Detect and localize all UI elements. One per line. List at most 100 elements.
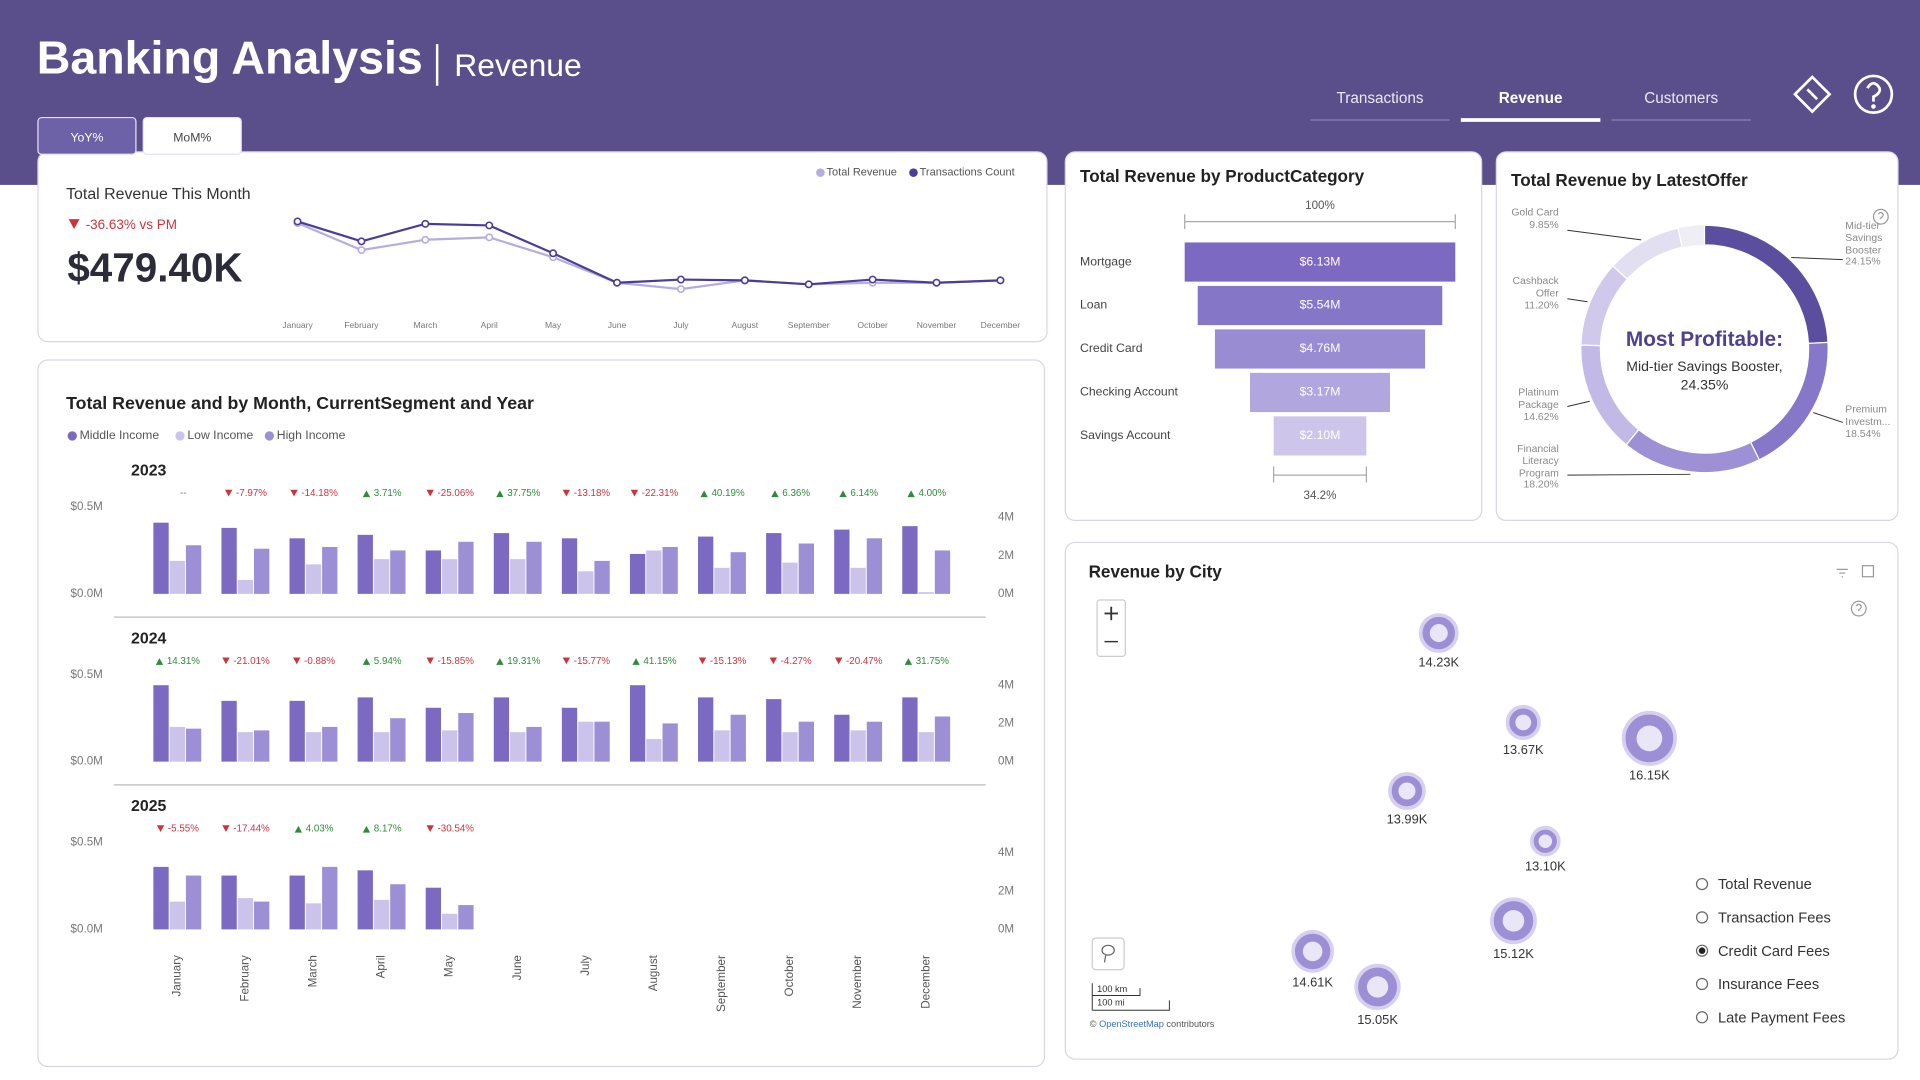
panel-label: 2025 [131,798,167,815]
legend-label: Total Revenue [827,167,897,179]
bar [834,714,850,762]
radio-button[interactable] [1695,877,1709,891]
line-point [868,275,877,284]
bar [714,567,730,594]
bar [866,538,883,594]
bar [594,721,610,762]
x-tick-label: April [481,320,498,330]
bar [510,559,526,594]
donut-category: Premium Investm... [1845,404,1891,428]
radio-button[interactable] [1695,977,1709,991]
x-tick-label: October [857,320,888,330]
change-label: -17.44% [233,824,270,835]
bar [798,721,814,762]
map-toolbar[interactable] [1836,565,1875,617]
help-icon[interactable] [1853,74,1894,114]
radio-button[interactable] [1695,911,1709,924]
help-icon[interactable] [1872,208,1889,225]
change-label: 41.15% [643,656,676,667]
bubble-hole [1302,941,1323,962]
bar [629,685,646,762]
funnel-bar [1184,242,1456,282]
x-tick-label: January [170,955,183,997]
line-point [804,280,813,289]
funnel-category: Mortgage [1080,254,1132,268]
y-tick-label: $0.5M [71,668,103,681]
y2-tick-label: 2M [998,549,1014,562]
donut-label-box: Premium Investm... 18.54% [1845,404,1899,440]
leader-line [1567,229,1642,241]
donut-category: Financial Literacy Program [1517,443,1559,479]
kpi-change: -36.63% vs PM [86,217,177,232]
y2-tick-label: 0M [998,755,1014,768]
tab-label[interactable]: MoM% [173,131,211,145]
nav-item[interactable]: Revenue [1499,90,1563,107]
attribution-link[interactable]: OpenStreetMap [1099,1019,1164,1029]
line-point [740,276,749,285]
x-tick-label: December [981,320,1021,330]
bubble-label: 13.10K [1525,858,1566,873]
radio-label[interactable]: Insurance Fees [1718,977,1819,993]
bar [305,903,322,930]
bar [934,716,951,762]
lasso-button[interactable] [1091,937,1125,971]
scale-label: 100 km [1097,984,1127,994]
y2-tick-label: 0M [998,922,1014,935]
donut-category: Mid-tier Savings Booster [1845,220,1883,256]
up-arrow [700,490,708,498]
bubble-hole [1366,976,1389,998]
line-point [996,276,1005,285]
up-arrow [771,490,779,498]
bar [646,739,662,762]
chart-title: Total Revenue by ProductCategory [1080,166,1365,186]
change-label: -15.85% [438,656,475,667]
bubble-hole [1636,725,1663,752]
attribution-prefix: © [1090,1019,1097,1029]
up-arrow [294,825,303,833]
x-tick-label: June [608,320,627,330]
bubble-hole [1398,782,1416,800]
down-arrow [426,825,434,833]
y2-tick-label: 2M [998,884,1014,897]
radio-label[interactable]: Total Revenue [1718,877,1812,893]
change-label: -30.54% [438,824,475,835]
radio-button[interactable] [1695,1011,1709,1024]
bar [221,527,237,594]
zoom-control[interactable] [1096,599,1126,657]
line-series [297,220,1001,286]
bar-card [37,359,1046,1068]
bar [322,546,338,594]
tab-label[interactable]: YoY% [70,131,103,145]
tab[interactable] [37,116,137,155]
donut-category: Gold Card [1511,206,1559,218]
y-tick-label: $0.0M [71,587,103,600]
radio-label[interactable]: Late Payment Fees [1718,1010,1845,1026]
radio-label[interactable]: Credit Card Fees [1718,944,1830,960]
line-point [485,221,494,230]
down-arrow [222,657,230,665]
tab[interactable] [142,116,242,155]
bar [714,730,730,762]
change-label: -14.18% [301,488,338,499]
funnel-value-label: $6.13M [1300,254,1341,268]
nav-item[interactable]: Customers [1644,90,1718,107]
bar [850,567,866,594]
bar [526,541,542,594]
x-tick-label: March [413,320,437,330]
bar [153,866,169,930]
x-tick-label: March [307,955,320,987]
line-point [421,219,430,228]
change-label: -- [180,488,187,499]
radio-label[interactable]: Transaction Fees [1718,910,1831,926]
x-tick-label: May [545,320,562,330]
bar [578,721,594,762]
donut-center-text: 24.35% [1681,376,1729,392]
nav-item[interactable]: Transactions [1336,90,1423,107]
bar [918,732,934,762]
edit-icon[interactable] [1793,75,1832,114]
funnel-value-label: $4.76M [1300,341,1341,355]
page-subtitle: Revenue [454,47,581,83]
up-arrow [904,658,913,665]
